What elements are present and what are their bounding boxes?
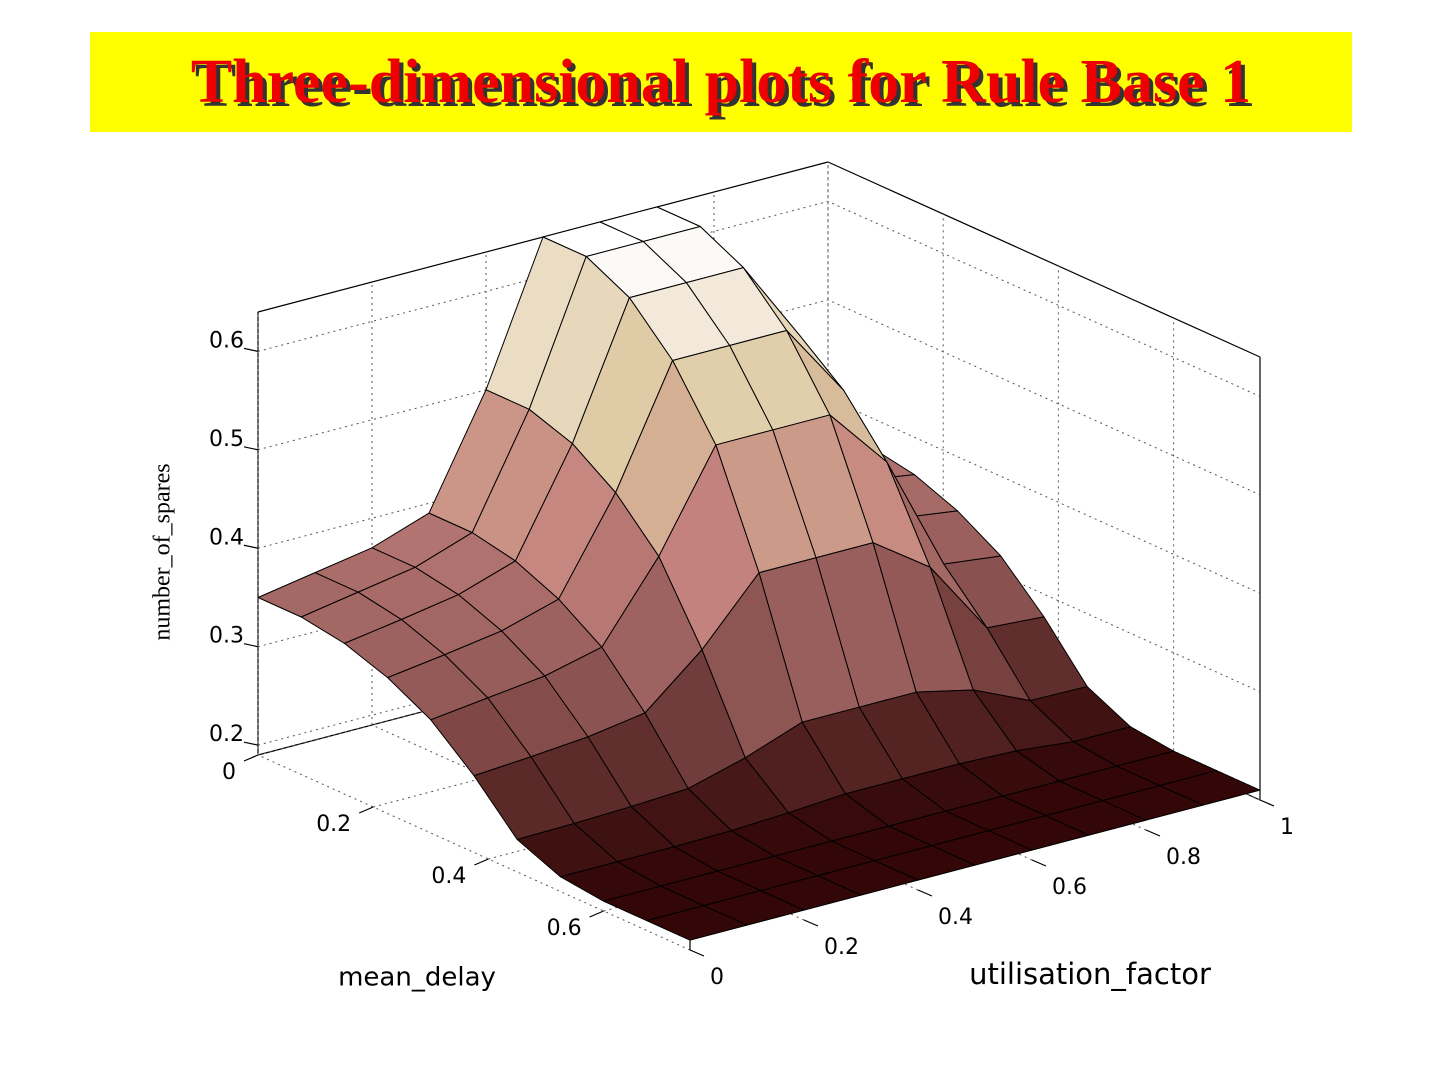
z-axis-label: number_of_spares bbox=[150, 463, 176, 640]
z-tick-label: 0.3 bbox=[209, 624, 244, 649]
y-tick bbox=[358, 806, 374, 814]
x-tick bbox=[803, 919, 819, 927]
y-tick-label: 0 bbox=[222, 760, 236, 785]
y-axis-label: mean_delay bbox=[338, 963, 496, 993]
x-tick bbox=[689, 949, 705, 957]
y-tick bbox=[589, 910, 604, 918]
x-tick-label: 0.4 bbox=[938, 905, 973, 930]
y-tick bbox=[474, 858, 489, 866]
x-tick-label: 0 bbox=[710, 965, 724, 990]
x-axis-label: utilisation_factor bbox=[969, 957, 1211, 991]
z-tick-label: 0.6 bbox=[209, 328, 244, 353]
x-tick-label: 0.8 bbox=[1166, 845, 1201, 870]
grid-line bbox=[257, 312, 691, 951]
y-tick-label: 0.4 bbox=[431, 864, 466, 889]
z-tick bbox=[243, 347, 259, 352]
z-tick-label: 0.2 bbox=[209, 722, 244, 747]
surface-face bbox=[646, 905, 748, 941]
z-tick bbox=[243, 544, 259, 549]
z-tick bbox=[243, 446, 259, 451]
y-tick-label: 0.6 bbox=[547, 916, 582, 941]
x-tick-label: 1 bbox=[1280, 815, 1294, 840]
y-tick-label: 0.2 bbox=[316, 812, 351, 837]
z-tick-label: 0.5 bbox=[209, 427, 244, 452]
box-edge bbox=[827, 161, 1261, 358]
z-tick bbox=[243, 741, 259, 746]
z-tick-label: 0.4 bbox=[209, 525, 244, 550]
x-tick-label: 0.2 bbox=[824, 935, 859, 960]
x-tick bbox=[1259, 799, 1275, 807]
x-tick bbox=[1031, 859, 1047, 867]
chart-title: Three-dimensional plots for Rule Base 1 bbox=[90, 32, 1352, 132]
y-tick bbox=[243, 754, 259, 762]
z-tick bbox=[243, 643, 259, 648]
x-tick bbox=[917, 889, 933, 897]
x-tick bbox=[1145, 829, 1161, 837]
x-tick-label: 0.6 bbox=[1052, 875, 1087, 900]
